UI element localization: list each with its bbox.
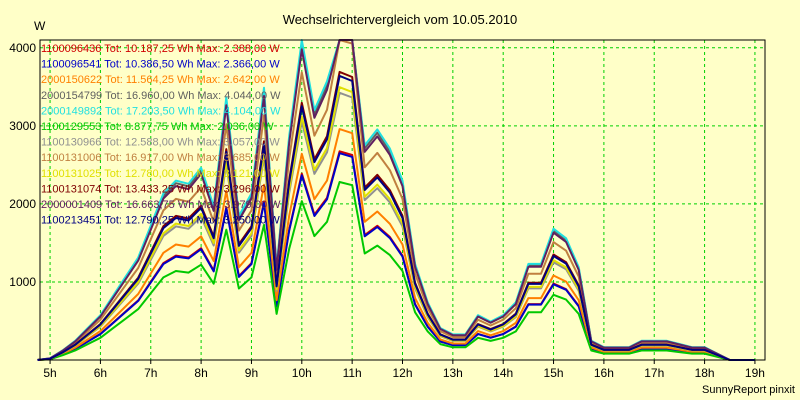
series-line-11 (37, 39, 755, 361)
legend-entry: 2000154799 Tot: 16.960,00 Wh Max: 4.044,… (41, 90, 281, 102)
legend-entry: 1100131006 Tot: 16.917,00 Wh Max: 3.685,… (41, 152, 280, 164)
y-axis-label: W (34, 19, 46, 33)
x-tick-label: 11h (343, 366, 362, 380)
legend: 1100096436 Tot: 10.187,25 Wh Max: 2.388,… (41, 43, 281, 227)
y-tick-label: 1000 (9, 275, 36, 289)
x-axis-ticks: 5h 6h 7h 8h 9h 10h 11h 12h 13h 14h 15h 16h 17h 18h 19h (43, 360, 765, 380)
chart-title: Wechselrichtervergleich vom 10.05.2010 (283, 12, 518, 27)
footer-credit: SunnyReport pinxit (702, 384, 795, 396)
legend-entry: 1100130966 Tot: 12.588,00 Wh Max: 3.057,… (41, 137, 280, 149)
x-tick-label: 9h (245, 366, 258, 380)
legend-entry: 2000150622 Tot: 11.564,25 Wh Max: 2.642,… (41, 74, 280, 86)
series-lines (37, 39, 755, 361)
series-line-12 (37, 74, 755, 361)
series-line-6 (37, 181, 755, 361)
x-tick-label: 17h (644, 366, 664, 380)
x-tick-label: 5h (43, 366, 56, 380)
plot-frame (39, 39, 766, 361)
legend-entry: 1100131074 Tot: 13.433,25 Wh Max: 3.296,… (41, 183, 280, 195)
y-tick-label: 3000 (9, 119, 36, 133)
legend-entry: 1100131025 Tot: 12.780,00 Wh Max: 3.121,… (41, 168, 280, 180)
x-tick-label: 18h (695, 366, 715, 380)
legend-entry: 1100129553 Tot: 8.877,75 Wh Max: 2.036,0… (41, 121, 274, 133)
x-tick-label: 10h (292, 366, 312, 380)
x-tick-label: 8h (194, 366, 207, 380)
x-tick-label: 19h (745, 366, 765, 380)
x-tick-label: 16h (594, 366, 614, 380)
legend-entry: 2000149892 Tot: 17.203,50 Wh Max: 4.104,… (41, 105, 281, 117)
series-line-3 (37, 128, 755, 361)
x-tick-label: 15h (544, 366, 564, 380)
legend-entry: 1100213451 Tot: 12.790,25 Wh Max: 3.250,… (41, 215, 280, 227)
x-tick-label: 7h (144, 366, 157, 380)
y-tick-label: 2000 (9, 197, 36, 211)
legend-entry: 1100096541 Tot: 10.386,50 Wh Max: 2.366,… (41, 59, 280, 71)
x-tick-label: 6h (94, 366, 107, 380)
x-tick-label: 13h (443, 366, 463, 380)
x-tick-label: 12h (392, 366, 412, 380)
y-tick-label: 4000 (9, 41, 36, 55)
legend-entry: 1100096436 Tot: 10.187,25 Wh Max: 2.388,… (41, 43, 280, 55)
x-tick-label: 14h (493, 366, 513, 380)
legend-entry: 2000001409 Tot: 16.663,75 Wh Max: 3.979,… (41, 199, 281, 211)
y-axis-ticks: 1000 2000 3000 4000 (9, 41, 36, 289)
